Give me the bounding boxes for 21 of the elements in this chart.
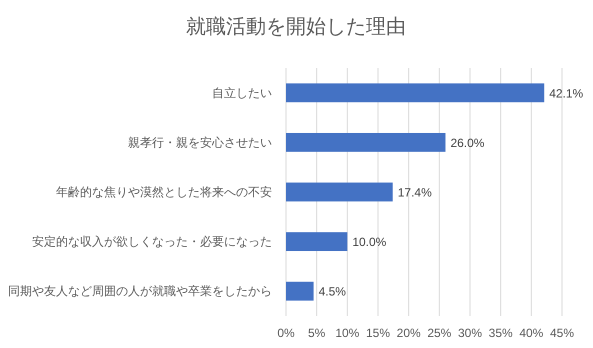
xtick-label: 40% — [519, 326, 544, 340]
xtick-label: 25% — [427, 326, 452, 340]
data-label: 42.1% — [549, 86, 584, 100]
xtick-label: 5% — [308, 326, 326, 340]
data-label: 4.5% — [318, 284, 346, 299]
xtick-label: 0% — [277, 326, 295, 340]
xtick-label: 35% — [488, 326, 513, 340]
category-label: 自立したい — [212, 86, 272, 100]
xtick-label: 15% — [366, 326, 390, 340]
data-label: 26.0% — [450, 136, 484, 150]
category-label: 親孝行・親を安心させたい — [128, 135, 272, 150]
data-label: 17.4% — [398, 186, 432, 200]
xtick-label: 10% — [335, 326, 360, 340]
data-label: 10.0% — [352, 235, 386, 250]
xtick-label: 30% — [458, 326, 482, 340]
category-label: 年齢的な焦りや漠然とした将来への不安 — [56, 185, 272, 199]
xtick-label: 20% — [396, 326, 421, 340]
category-label: 同期や友人など周囲の人が就職や卒業をしたから — [8, 284, 272, 298]
title: 就職活動を開始した理由 — [186, 16, 406, 38]
xtick-label: 45% — [550, 326, 574, 340]
category-label: 安定的な収入が欲しくなった・必要になった — [32, 234, 272, 249]
